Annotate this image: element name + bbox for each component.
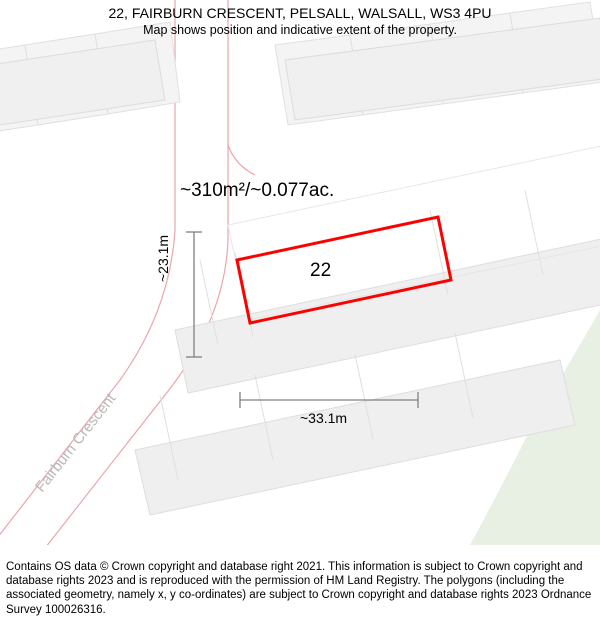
dim-height-label: ~23.1m (155, 235, 171, 282)
footer-text: Contains OS data © Crown copyright and d… (6, 561, 591, 616)
page-subtitle: Map shows position and indicative extent… (0, 22, 600, 40)
road-connector (228, 145, 255, 175)
plot-number: 22 (310, 260, 331, 282)
page-title: 22, FAIRBURN CRESCENT, PELSALL, WALSALL,… (0, 4, 600, 22)
footer: Contains OS data © Crown copyright and d… (0, 554, 600, 625)
area-label: ~310m²/~0.077ac. (180, 180, 334, 202)
dim-width-label: ~33.1m (300, 410, 347, 426)
header: 22, FAIRBURN CRESCENT, PELSALL, WALSALL,… (0, 4, 600, 40)
map-svg (0, 0, 600, 545)
map-canvas: ~310m²/~0.077ac. ~23.1m ~33.1m 22 Fairbu… (0, 0, 600, 545)
